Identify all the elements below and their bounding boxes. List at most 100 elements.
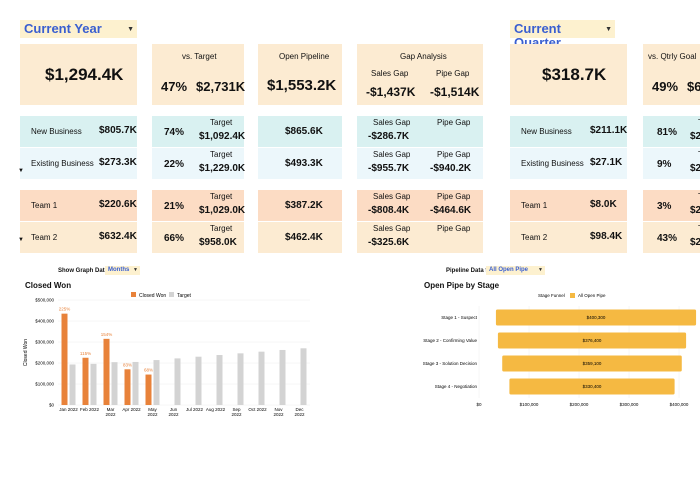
data-label: 154% [101, 332, 113, 337]
funnel-bar [497, 332, 687, 349]
pipe-gap-value: -$1,514K [430, 85, 480, 99]
row-sales-gap: -$325.6K [368, 237, 410, 248]
quarter-row-label-card: New Business $211.1K [510, 116, 627, 147]
y-tick-label: $500,000 [35, 298, 54, 303]
row-target: $1,092.4K [199, 131, 246, 142]
sales-gap-label: Sales Gap [371, 69, 409, 78]
y-tick-label: $100,000 [35, 382, 54, 387]
x-tick-label: May 2022 [147, 407, 158, 417]
vs-target-header: vs. Target [182, 52, 217, 61]
year-row-label-card: Team 2 $632.4K [20, 222, 137, 253]
open-pipeline-value: $1,553.2K [267, 77, 337, 94]
x-tick-label: $400,000 [670, 402, 689, 407]
legend-swatch-closed-won [131, 292, 136, 297]
row-pipe-gap-label: Pipe Gap [437, 192, 471, 201]
target-bar [195, 356, 202, 405]
row-pct: 66% [164, 233, 185, 244]
quarter-vs-target-header: vs. Qtrly Goal [648, 52, 697, 61]
row-pct: 9% [657, 159, 672, 170]
row-pct: 3% [657, 201, 672, 212]
data-label: 225% [59, 307, 71, 312]
row-label: Team 1 [31, 201, 58, 210]
closed-won-bar [103, 338, 110, 405]
row-target-label: Target [210, 224, 233, 233]
row-target-label: Target [210, 192, 233, 201]
target-bar [237, 353, 244, 405]
legend-swatch-target [169, 292, 174, 297]
legend-label-all-open-pipe: All Open Pipe [578, 293, 606, 298]
row-pipeline: $387.2K [285, 200, 323, 211]
stage-label: Stage 1 - Suspect [441, 315, 478, 320]
quarter-row-label-card: Existing Business $27.1K [510, 148, 627, 179]
row-value: $632.4K [99, 231, 137, 242]
closed-won-title: Closed Won [25, 281, 72, 290]
year-row-pipeline-card: $387.2K [258, 190, 342, 221]
row-value: $27.1K [590, 157, 623, 168]
legend-title: Stage Funnel [538, 293, 565, 298]
row-sales-gap-label: Sales Gap [373, 224, 411, 233]
row-target-label: Target [210, 150, 233, 159]
current-year-label: Current Year [24, 21, 102, 36]
target-bar [216, 355, 223, 405]
chevron-down-icon: ▼ [127, 26, 134, 33]
legend-label-target: Target [177, 293, 192, 299]
row-sales-gap-label: Sales Gap [373, 150, 411, 159]
pipeline-data-select[interactable]: All Open Pipe ▼ [486, 266, 545, 275]
target-bar [279, 349, 286, 405]
x-tick-label: Apr 2022 [122, 407, 141, 412]
legend-label-closed-won: Closed Won [139, 293, 166, 299]
gap-analysis-card: Gap Analysis Sales Gap Pipe Gap -$1,437K… [357, 44, 483, 105]
row-label: Team 2 [521, 233, 548, 242]
y-tick-label: $200,000 [35, 361, 54, 366]
open-pipeline-card: Open Pipeline $1,553.2K [258, 44, 342, 105]
vs-target-amount: $2,731K [196, 79, 246, 94]
chevron-down-icon: ▼ [605, 26, 612, 33]
row-marker-icon: ▼ [18, 237, 24, 243]
row-pipe-gap-label: Pipe Gap [437, 150, 471, 159]
y-axis-label: Closed Won [23, 339, 29, 366]
closed-won-chart: Closed Won Target $0 $100,000 $200,000 $300,0… [23, 292, 310, 417]
open-pipe-title: Open Pipe by Stage [424, 281, 500, 290]
year-total-value: $1,294.4K [45, 65, 124, 84]
funnel-value-label: $359,100 [583, 361, 602, 366]
row-label: Team 2 [31, 233, 58, 242]
open-pipe-chart: Stage Funnel All Open Pipe $0 $100,000 $200,… [423, 293, 697, 407]
row-pipe-gap-label: Pipe Gap [437, 224, 471, 233]
stage-label: Stage 2 - Confirming Value [423, 338, 477, 343]
current-quarter-selector[interactable]: Current Quarter ▼ [510, 20, 615, 50]
row-value: $805.7K [99, 125, 137, 136]
year-vs-target-card: vs. Target 47% $2,731K [152, 44, 246, 105]
row-pct: 22% [164, 159, 185, 170]
graph-data-select[interactable]: Months ▼ [105, 266, 140, 275]
open-pipeline-header: Open Pipeline [279, 52, 330, 61]
row-pct: 43% [657, 233, 678, 244]
quarter-row-target-card: 43% T $2 [643, 222, 700, 253]
current-year-selector[interactable]: Current Year ▼ [20, 20, 137, 38]
row-label: Existing Business [31, 159, 94, 168]
year-row-target-card: 66% Target $958.0K [152, 222, 244, 253]
row-label: Team 1 [521, 201, 548, 210]
vs-target-pct: 47% [161, 79, 188, 94]
funnel-bar [495, 309, 697, 326]
row-target: $2 [690, 163, 700, 174]
row-target: $2 [690, 205, 700, 216]
row-value: $211.1K [590, 125, 628, 136]
x-tick-label: Sep 2022 [231, 407, 242, 417]
quarter-row-target-card: 9% T $2 [643, 148, 700, 179]
row-sales-gap: -$955.7K [368, 163, 410, 174]
x-tick-label: $300,000 [620, 402, 639, 407]
closed-won-bar [61, 313, 68, 405]
pipe-gap-label: Pipe Gap [436, 69, 470, 78]
target-bar [300, 348, 307, 405]
year-row-label-card: Existing Business $273.3K [20, 148, 137, 179]
year-row-gap-card: Sales Gap Pipe Gap -$325.6K [357, 222, 483, 253]
x-tick-label: Oct 2022 [248, 407, 267, 412]
year-row-label-card: New Business $805.7K [20, 116, 137, 147]
target-bar [153, 360, 160, 405]
row-label: New Business [31, 127, 82, 136]
row-sales-gap: -$286.7K [368, 131, 410, 142]
row-sales-gap: -$808.4K [368, 205, 410, 216]
row-sales-gap-label: Sales Gap [373, 192, 411, 201]
row-value: $8.0K [590, 199, 617, 210]
x-tick-label: Aug 2022 [206, 407, 226, 412]
